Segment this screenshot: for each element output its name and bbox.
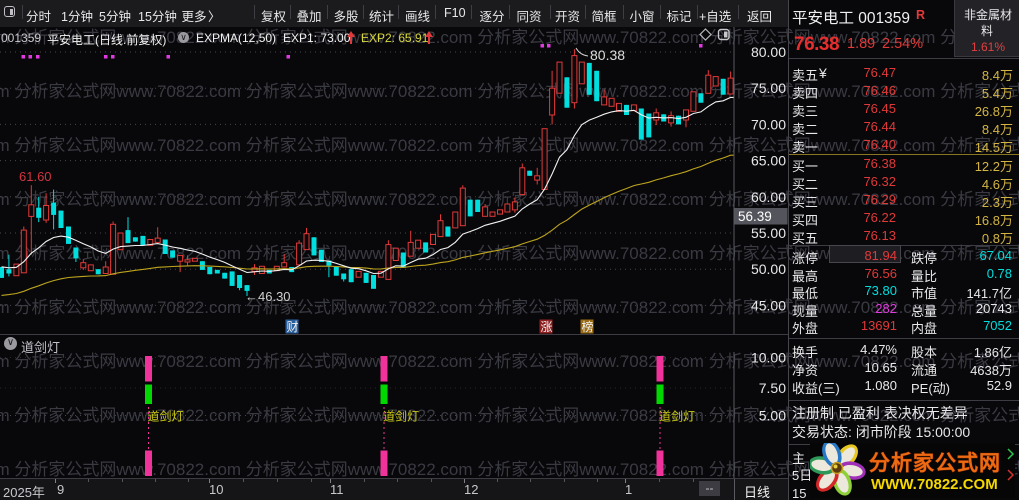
svg-text:榜: 榜 bbox=[582, 319, 594, 334]
svg-text:80.38: 80.38 bbox=[590, 47, 625, 63]
svg-text:56.39: 56.39 bbox=[738, 209, 772, 224]
svg-text:道剑灯: 道剑灯 bbox=[383, 409, 419, 424]
svg-text:50.00: 50.00 bbox=[751, 261, 786, 277]
svg-text:财: 财 bbox=[287, 320, 299, 334]
svg-text:道剑灯: 道剑灯 bbox=[659, 409, 695, 424]
svg-text:涨: 涨 bbox=[541, 319, 553, 334]
svg-text:65.00: 65.00 bbox=[751, 153, 786, 169]
svg-text:55.00: 55.00 bbox=[751, 225, 786, 241]
svg-text:70.00: 70.00 bbox=[751, 116, 786, 132]
svg-text:WWW.70822.COM: WWW.70822.COM bbox=[871, 476, 998, 493]
svg-text:7.50: 7.50 bbox=[759, 380, 786, 396]
svg-text:道剑灯: 道剑灯 bbox=[148, 409, 184, 424]
svg-text:61.60: 61.60 bbox=[19, 169, 52, 184]
svg-text:60.00: 60.00 bbox=[751, 189, 786, 205]
svg-text:分析家公式网: 分析家公式网 bbox=[869, 451, 1001, 475]
svg-text:75.00: 75.00 bbox=[751, 80, 786, 96]
svg-text:45.00: 45.00 bbox=[751, 297, 786, 313]
svg-text:←46.30: ←46.30 bbox=[245, 289, 291, 304]
svg-text:5.00: 5.00 bbox=[759, 408, 786, 424]
svg-text:80.00: 80.00 bbox=[751, 44, 786, 60]
svg-text:10.00: 10.00 bbox=[751, 352, 786, 366]
